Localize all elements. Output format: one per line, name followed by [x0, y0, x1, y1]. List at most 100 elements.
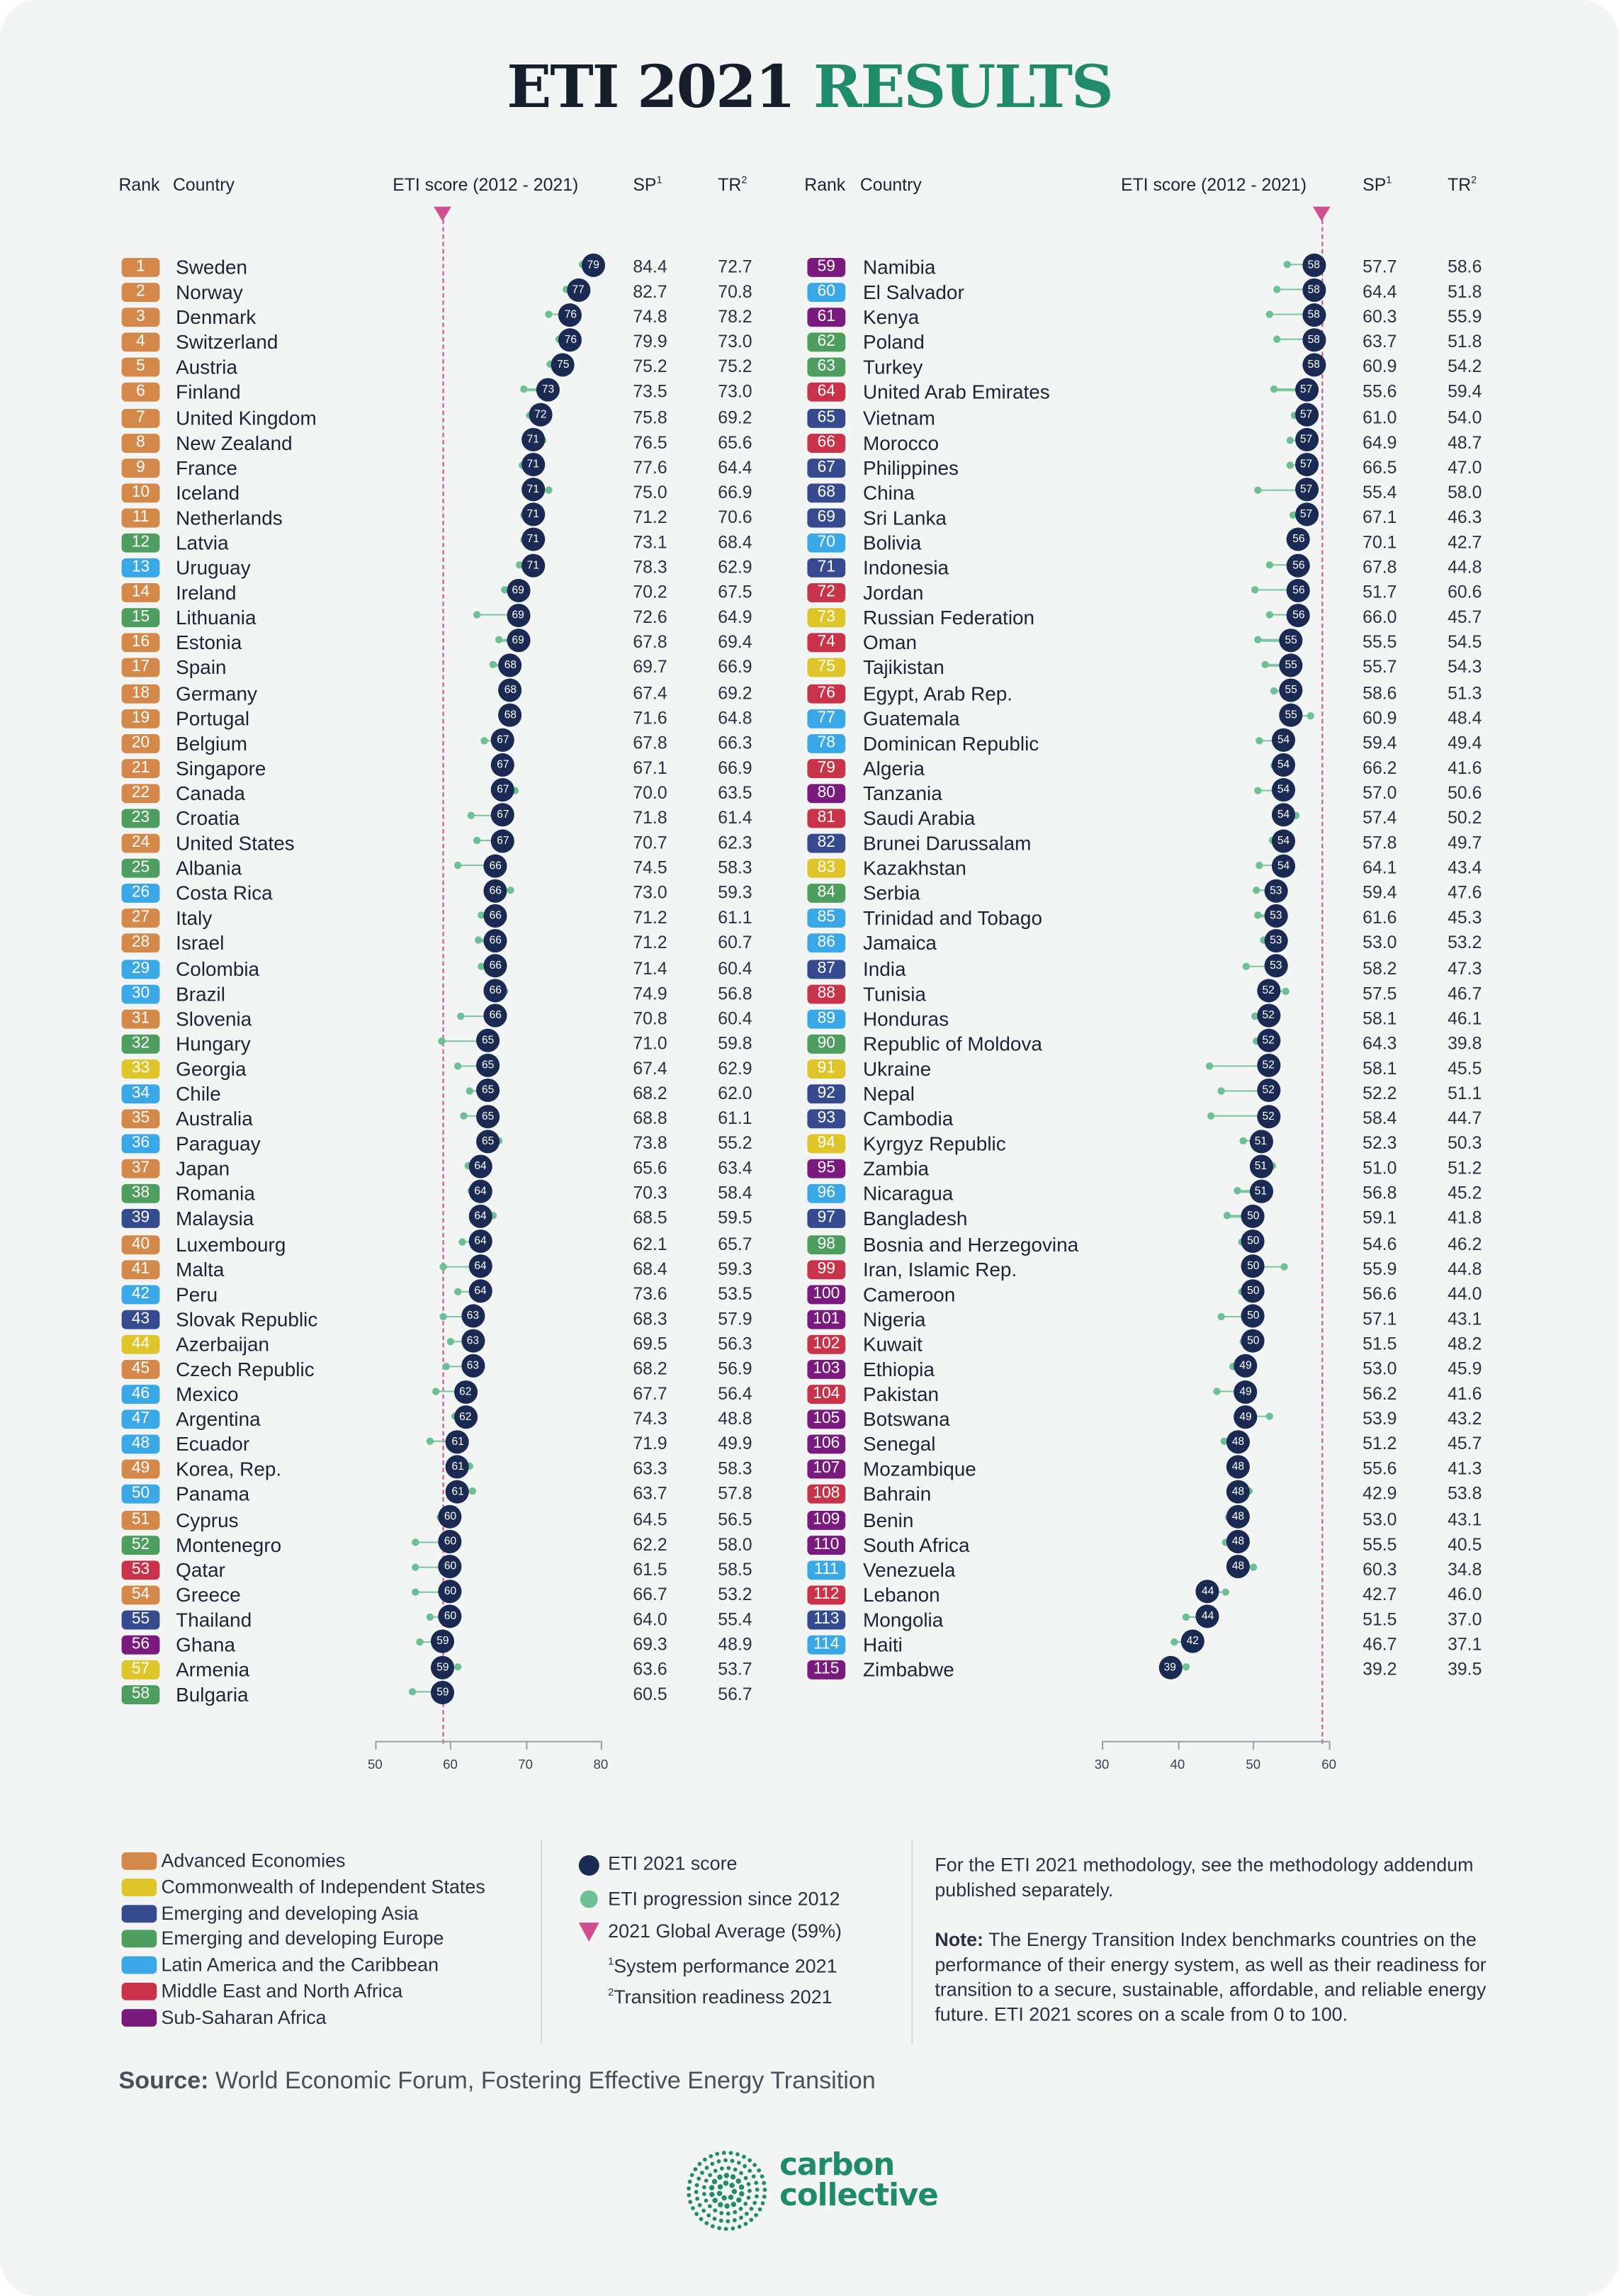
rank-badge: 72: [807, 583, 846, 603]
country-name: Norway: [176, 281, 243, 304]
eti-2012-dot: [1255, 911, 1263, 920]
rank-badge: 109: [807, 1509, 846, 1529]
eti-2012-dot: [511, 787, 519, 794]
country-name: Venezuela: [862, 1558, 956, 1581]
sp-value: 75.0: [633, 481, 667, 502]
rank-badge: 44: [121, 1334, 160, 1354]
eti-2021-score-marker: 65: [476, 1079, 500, 1103]
header-tr-label: TR: [718, 174, 742, 196]
eti-2021-score-marker: 52: [1256, 1079, 1280, 1103]
rank-badge: 64: [807, 383, 846, 403]
country-name: United Arab Emirates: [862, 381, 1050, 404]
tr-value: 50.2: [1448, 807, 1482, 828]
rank-badge: 42: [121, 1284, 160, 1304]
sp-value: 60.5: [633, 1684, 667, 1705]
tr-value: 62.0: [718, 1083, 752, 1104]
eti-2021-score-marker: 56: [1287, 528, 1311, 552]
rank-badge: 81: [807, 809, 846, 828]
eti-2021-score-marker: 50: [1241, 1304, 1265, 1329]
sp-value: 64.4: [1363, 281, 1397, 303]
tr-value: 60.4: [718, 957, 752, 979]
tr-value: 54.3: [1448, 657, 1482, 678]
sp-value: 78.3: [633, 556, 667, 578]
eti-2021-score-marker: 58: [1302, 327, 1326, 351]
tr-value: 62.9: [718, 556, 752, 578]
eti-2012-dot: [443, 1363, 451, 1371]
header-sp: SP1: [633, 174, 662, 195]
sp-value: 58.4: [1363, 1108, 1397, 1129]
country-name: Colombia: [176, 957, 260, 980]
tr-value: 58.3: [718, 857, 752, 878]
country-name: Ghana: [176, 1633, 235, 1656]
country-name: Sri Lanka: [862, 507, 947, 529]
region-label: Sub-Saharan Africa: [161, 2005, 327, 2028]
sp-value: 77.6: [633, 456, 667, 478]
eti-2021-score-marker: 76: [558, 303, 582, 327]
sp-value: 64.3: [1363, 1032, 1397, 1054]
progression-connector: [436, 1390, 466, 1392]
eti-2012-dot: [437, 1037, 445, 1045]
tr-value: 69.2: [718, 682, 752, 703]
country-name: Dominican Republic: [862, 732, 1039, 755]
tr-value: 55.4: [718, 1609, 752, 1630]
eti-2021-score-marker: 55: [1279, 628, 1303, 652]
tr-value: 53.5: [718, 1283, 752, 1304]
source-text: World Economic Forum, Fostering Effectiv…: [208, 2067, 876, 2095]
tr-value: 46.0: [1448, 1583, 1482, 1604]
tr-value: 49.9: [718, 1433, 752, 1454]
global-average-line: [1321, 220, 1323, 1744]
sp-value: 74.3: [633, 1408, 667, 1429]
rank-badge: 33: [121, 1059, 160, 1079]
x-axis: [375, 1740, 601, 1743]
eti-2012-dot: [1234, 1187, 1241, 1195]
rank-badge: 59: [807, 257, 846, 277]
eti-2012-dot: [1253, 486, 1262, 494]
rank-badge: 27: [121, 908, 160, 928]
tr-value: 48.4: [1448, 707, 1482, 728]
eti-2021-score-marker: 67: [491, 804, 515, 828]
rank-badge: 82: [807, 833, 846, 853]
progression-connector: [1277, 339, 1314, 341]
eti-2021-score-marker: 48: [1226, 1429, 1250, 1453]
tr-value: 69.2: [718, 406, 752, 427]
eti-2012-dot: [1286, 461, 1294, 469]
tr-value: 60.7: [718, 933, 752, 954]
rank-badge: 86: [807, 934, 846, 954]
tr-value: 40.5: [1448, 1534, 1482, 1555]
tr-value: 55.9: [1448, 306, 1482, 327]
eti-2021-score-marker: 61: [446, 1480, 470, 1504]
eti-2012-dot: [1217, 1312, 1224, 1320]
rank-badge: 54: [121, 1585, 160, 1604]
x-axis: [1102, 1740, 1329, 1743]
axis-tick-label: 60: [1321, 1757, 1336, 1772]
score-legend-icon: [578, 1855, 599, 1876]
tr-value: 45.5: [1448, 1057, 1482, 1079]
rank-badge: 108: [807, 1485, 846, 1504]
sp-value: 64.0: [633, 1609, 667, 1630]
country-name: El Salvador: [862, 281, 964, 304]
country-name: Netherlands: [176, 507, 283, 529]
rank-badge: 100: [807, 1284, 846, 1304]
eti-2012-dot: [1266, 310, 1274, 319]
eti-2021-score-marker: 58: [1302, 252, 1326, 276]
tr-value: 45.9: [1448, 1358, 1482, 1379]
eti-2021-score-marker: 62: [453, 1380, 478, 1404]
rank-badge: 107: [807, 1460, 846, 1480]
tr-value: 50.3: [1448, 1132, 1482, 1154]
sp-value: 56.8: [1363, 1183, 1397, 1204]
footnote-sp: 1System performance 2021: [608, 1955, 837, 1977]
country-name: Jordan: [862, 582, 924, 604]
country-name: Pakistan: [862, 1383, 940, 1406]
eti-2021-score-marker: 48: [1226, 1504, 1250, 1529]
progression-connector: [1260, 865, 1284, 867]
sp-value: 71.8: [633, 807, 667, 828]
eti-2021-score-marker: 66: [483, 1003, 507, 1028]
progression-connector: [1270, 313, 1314, 316]
country-name: Kenya: [862, 306, 920, 329]
axis-tick: [375, 1740, 377, 1750]
tr-value: 59.3: [718, 882, 752, 904]
tr-value: 43.4: [1448, 857, 1482, 878]
rank-badge: 32: [121, 1034, 160, 1054]
rank-badge: 90: [807, 1034, 846, 1054]
country-name: Bahrain: [862, 1483, 932, 1506]
